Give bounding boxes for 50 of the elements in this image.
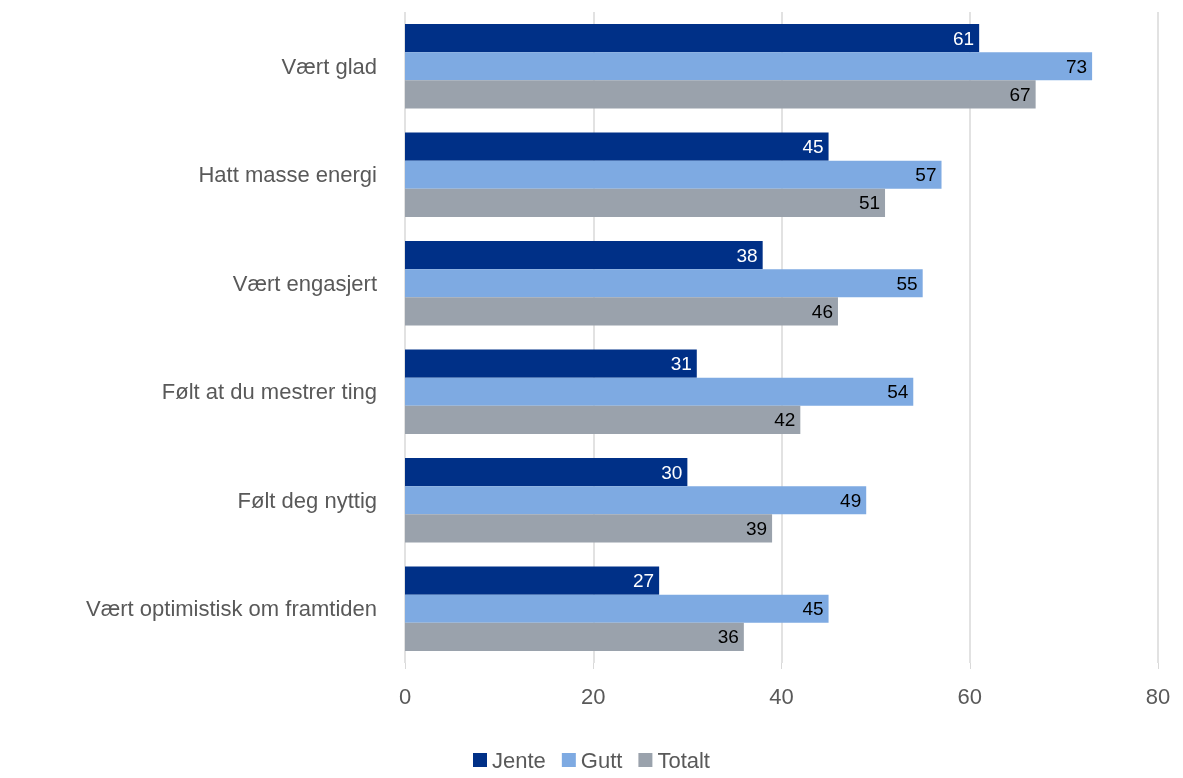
bar (405, 80, 1036, 109)
bar (405, 349, 697, 378)
bar (405, 377, 914, 406)
data-label: 67 (1009, 83, 1031, 105)
bar (405, 405, 801, 435)
y-tick-label: Følt at du mestrer ting (161, 379, 377, 405)
data-label: 61 (953, 27, 975, 49)
bar (405, 160, 942, 189)
data-label: 38 (736, 244, 758, 266)
data-label: 54 (887, 381, 909, 403)
bar (405, 486, 867, 515)
x-tick-label: 60 (957, 683, 982, 709)
y-tick-label: Vært engasjert (232, 270, 377, 296)
bar (405, 269, 923, 298)
y-tick-label: Vært optimistisk om framtiden (86, 596, 377, 622)
bar (405, 457, 688, 487)
data-label: 31 (670, 353, 692, 375)
bar (405, 188, 886, 218)
data-label: 55 (896, 272, 918, 294)
bar (405, 23, 980, 53)
data-label: 36 (717, 626, 739, 648)
data-label: 30 (661, 461, 683, 483)
data-label: 27 (633, 570, 655, 592)
data-label: 73 (1065, 55, 1088, 77)
data-label: 57 (915, 164, 937, 186)
data-label: 45 (802, 598, 824, 620)
data-label: 49 (840, 489, 862, 511)
x-tick-label: 0 (398, 683, 412, 709)
bar (405, 132, 829, 161)
bar (405, 240, 763, 270)
bar (405, 52, 1093, 81)
bar (405, 514, 773, 543)
bar (405, 566, 660, 595)
y-tick-label: Hatt masse energi (198, 162, 377, 188)
data-label: 46 (811, 300, 833, 322)
data-label: 39 (745, 517, 768, 539)
y-tick-label: Vært glad (281, 53, 377, 79)
bar (405, 297, 838, 326)
x-tick-label: 20 (581, 683, 606, 709)
bar (405, 594, 829, 623)
legend-label: Gutt (580, 747, 623, 773)
bar (405, 622, 744, 652)
data-label: 51 (858, 192, 881, 214)
x-tick-label: 80 (1145, 683, 1171, 709)
data-label: 42 (774, 409, 796, 431)
data-label: 45 (802, 136, 824, 158)
x-tick-label: 40 (769, 683, 794, 709)
y-tick-label: Følt deg nyttig (237, 487, 377, 513)
legend-label: Jente (492, 747, 546, 773)
legend-label: Totalt (657, 747, 710, 773)
